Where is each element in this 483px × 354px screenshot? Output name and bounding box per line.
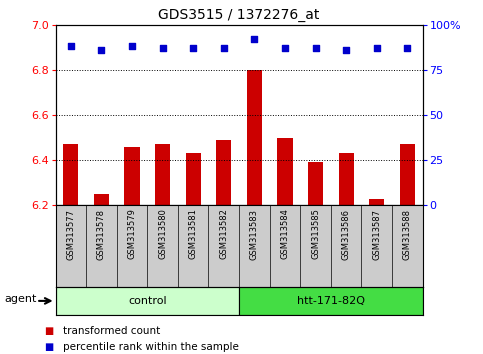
Text: ■: ■ [43, 342, 53, 352]
Text: control: control [128, 296, 167, 306]
Text: GSM313580: GSM313580 [158, 209, 167, 259]
Point [342, 47, 350, 53]
Text: agent: agent [5, 294, 37, 304]
Text: htt-171-82Q: htt-171-82Q [297, 296, 365, 306]
Title: GDS3515 / 1372276_at: GDS3515 / 1372276_at [158, 8, 320, 22]
Bar [185, 153, 201, 205]
Text: GSM313577: GSM313577 [66, 209, 75, 259]
Bar [56, 287, 239, 315]
Point [159, 45, 167, 51]
Text: percentile rank within the sample: percentile rank within the sample [63, 342, 239, 352]
Text: GSM313585: GSM313585 [311, 209, 320, 259]
Bar [216, 140, 231, 205]
Point [403, 45, 411, 51]
Bar [155, 144, 170, 205]
Text: GSM313583: GSM313583 [250, 209, 259, 259]
Bar [308, 162, 323, 205]
Text: transformed count: transformed count [63, 326, 160, 336]
Bar [239, 287, 423, 315]
Text: GSM313584: GSM313584 [281, 209, 289, 259]
Bar [277, 138, 293, 205]
Point [220, 45, 227, 51]
Text: ■: ■ [43, 326, 53, 336]
Point [98, 47, 105, 53]
Point [281, 45, 289, 51]
Bar [63, 144, 78, 205]
Bar [247, 70, 262, 205]
Text: GSM313579: GSM313579 [128, 209, 137, 259]
Bar [369, 199, 384, 205]
Text: GSM313587: GSM313587 [372, 209, 381, 259]
Text: GSM313582: GSM313582 [219, 209, 228, 259]
Point [373, 45, 381, 51]
Point [189, 45, 197, 51]
Point [128, 44, 136, 49]
Text: GSM313588: GSM313588 [403, 209, 412, 259]
Bar [400, 144, 415, 205]
Bar [125, 147, 140, 205]
Text: GSM313586: GSM313586 [341, 209, 351, 259]
Bar [339, 153, 354, 205]
Point [312, 45, 319, 51]
Point [251, 36, 258, 42]
Point [67, 44, 75, 49]
Bar [94, 194, 109, 205]
Text: GSM313581: GSM313581 [189, 209, 198, 259]
Text: GSM313578: GSM313578 [97, 209, 106, 259]
